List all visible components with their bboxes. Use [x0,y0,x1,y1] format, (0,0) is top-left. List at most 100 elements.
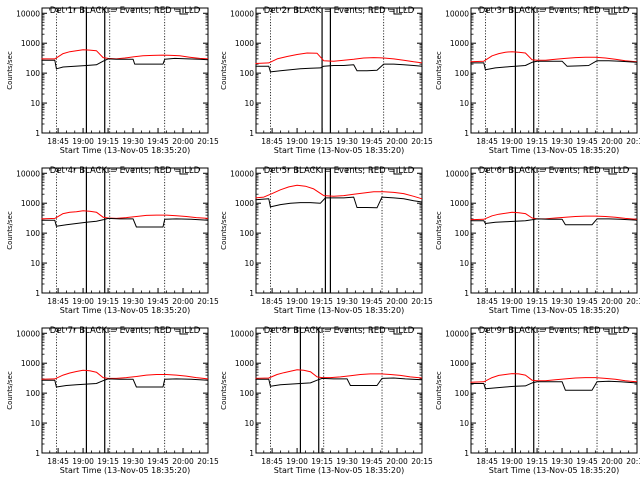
x-tick-label: 19:45 [147,457,169,466]
x-axis-label: Start Time (13-Nov-05 18:35:20) [60,466,190,475]
panel-title: Det 6r BLACK = Events, RED = LLD [479,166,630,176]
y-axis-label: Counts/sec [220,211,228,250]
event-rate-line [255,377,423,387]
x-tick-label: 20:00 [386,457,408,466]
y-tick-label: 1 [464,129,469,138]
x-tick-label: 19:15 [97,457,119,466]
y-tick-label: 100 [455,229,470,238]
panel-title: Det 9r BLACK = Events, RED = LLD [479,326,630,336]
y-tick-label: 1000 [235,199,254,208]
legend-mark [608,9,617,15]
panel-title: Det 1r BLACK = Events, RED = LLD [50,6,201,16]
x-tick-label: 20:15 [411,297,433,306]
lld-rate-line [255,184,423,200]
y-tick-label: 1 [249,129,254,138]
panel-title: Det 4r BLACK = Events, RED = LLD [50,166,201,176]
x-tick-label: 18:45 [476,297,498,306]
plot-frame [470,7,638,134]
y-tick-label: 10 [459,419,469,428]
panel-title: Det 7r BLACK = Events, RED = LLD [50,326,201,336]
legend-mark [393,169,402,175]
x-tick-label: 19:15 [97,297,119,306]
x-tick-label: 19:30 [336,297,358,306]
x-tick-label: 18:45 [476,457,498,466]
event-rate-line [41,57,209,70]
legend-mark [179,9,188,15]
x-tick-label: 20:00 [601,137,623,146]
lld-rate-line [255,52,423,64]
y-tick-label: 10 [30,419,40,428]
y-tick-label: 10 [244,419,254,428]
y-tick-label: 1000 [450,39,469,48]
x-tick-label: 18:45 [476,137,498,146]
event-rate-line [255,63,423,73]
y-tick-label: 100 [240,229,255,238]
x-axis-label: Start Time (13-Nov-05 18:35:20) [489,146,619,155]
x-tick-label: 20:00 [601,457,623,466]
x-tick-label: 18:45 [261,457,283,466]
y-tick-label: 100 [455,389,470,398]
x-tick-label: 19:30 [336,137,358,146]
detector-panel: Det 9r BLACK = Events, RED = LLD 1 10 100 10… [435,326,640,475]
y-tick-label: 1000 [21,199,40,208]
detector-panel: Det 4r BLACK = Events, RED = LLD 1 10 100 10… [6,166,219,315]
legend-mark [179,329,188,335]
x-tick-label: 19:30 [336,457,358,466]
x-tick-label: 18:45 [47,457,69,466]
x-axis-label: Start Time (13-Nov-05 18:35:20) [274,466,404,475]
y-tick-label: 100 [26,69,41,78]
lld-rate-line [41,49,209,60]
x-tick-label: 19:45 [576,137,598,146]
y-axis-label: Counts/sec [435,371,443,410]
plot-frame [470,327,638,454]
detector-panel: Det 3r BLACK = Events, RED = LLD 1 10 100 10… [435,6,640,155]
x-tick-label: 19:30 [122,297,144,306]
x-tick-label: 19:30 [551,297,573,306]
x-tick-label: 20:00 [172,137,194,146]
event-rate-line [470,60,638,71]
y-tick-label: 10000 [230,329,254,338]
x-tick-label: 19:00 [501,297,523,306]
legend-mark [393,9,402,15]
x-tick-label: 19:15 [311,137,333,146]
x-axis-label: Start Time (13-Nov-05 18:35:20) [489,466,619,475]
y-tick-label: 1 [35,449,40,458]
plot-frame [470,167,638,294]
event-rate-line [41,378,209,388]
x-tick-label: 19:45 [361,137,383,146]
x-tick-label: 19:15 [311,457,333,466]
y-tick-label: 10000 [445,9,469,18]
y-tick-label: 1000 [235,39,254,48]
x-tick-label: 19:30 [122,457,144,466]
x-tick-label: 20:00 [386,297,408,306]
y-tick-label: 10 [244,259,254,268]
legend-mark [393,329,402,335]
y-axis-label: Counts/sec [220,371,228,410]
panel-title: Det 2r BLACK = Events, RED = LLD [264,6,415,16]
panel-title: Det 3r BLACK = Events, RED = LLD [479,6,630,16]
y-tick-label: 1 [35,289,40,298]
x-tick-label: 20:15 [626,137,640,146]
detector-panel: Det 1r BLACK = Events, RED = LLD 1 10 100 10… [6,6,219,155]
y-axis-label: Counts/sec [435,211,443,250]
y-tick-label: 1 [249,289,254,298]
x-tick-label: 19:30 [122,137,144,146]
y-tick-label: 10000 [445,169,469,178]
y-axis-label: Counts/sec [6,51,14,90]
lld-rate-line [470,373,638,383]
panel-title: Det 8r BLACK = Events, RED = LLD [264,326,415,336]
x-tick-label: 20:00 [172,297,194,306]
x-tick-label: 20:15 [197,457,219,466]
y-tick-label: 10000 [16,169,40,178]
y-tick-label: 10000 [230,9,254,18]
x-tick-label: 20:00 [601,297,623,306]
y-tick-label: 10000 [16,329,40,338]
x-tick-label: 20:15 [626,297,640,306]
x-tick-label: 19:45 [147,297,169,306]
y-tick-label: 10 [30,99,40,108]
y-tick-label: 1000 [21,359,40,368]
detector-panel: Det 5r BLACK = Events, RED = LLD 1 10 100 10… [220,166,433,315]
x-tick-label: 19:00 [501,457,523,466]
legend-mark [608,329,617,335]
y-tick-label: 10 [30,259,40,268]
